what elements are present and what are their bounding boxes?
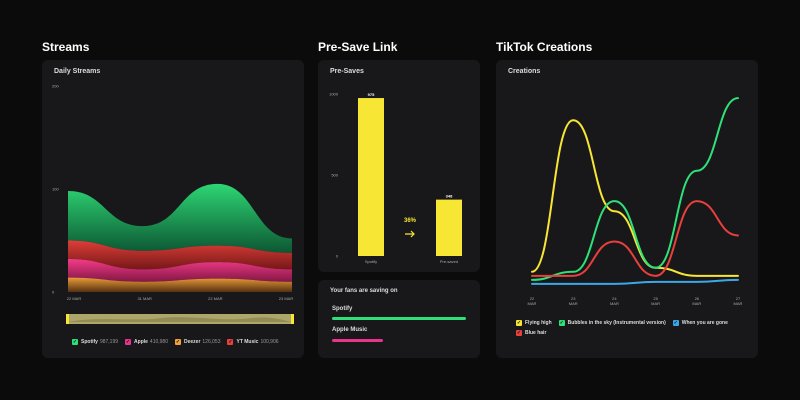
legend-label: Bubbles in the sky (Instrumental version… [567,320,666,326]
line-blue-hair [531,200,739,277]
x-tick-label: 23 [571,296,576,301]
checkbox-icon[interactable]: ✓ [175,339,181,345]
x-tick-label: MAR [528,301,537,306]
legend-item-when-you-are-gone[interactable]: ✓ When you are gone [672,320,728,326]
checkbox-icon[interactable]: ✓ [516,330,522,336]
pre-saves-title: Pre-Saves [330,68,364,75]
y-tick-label: 0 [336,254,339,259]
legend-label: Apple [134,339,148,345]
x-tick-label: 23 MAR [279,296,294,301]
legend-label: Spotify [81,339,98,345]
checkbox-icon[interactable]: ✓ [672,320,679,326]
checkbox-icon[interactable]: ✓ [125,339,132,345]
range-handle-right[interactable] [291,314,294,324]
y-tick-label: 100 [52,187,59,192]
legend-item-deezer[interactable]: ✓ Deezer 126,053 [175,339,220,345]
pre-saves-panel: Pre-Saves 1000 500 0 975 Spotify 348 Pre-saved… [318,60,480,272]
daily-streams-panel: Daily Streams 200 100 0 22 MAR 31 MAR 22 MAR 2… [42,60,304,358]
legend-value: 126,053 [202,339,221,345]
scrollbar-preview [68,317,292,322]
bar-spotify [358,98,384,256]
creations-title: Creations [508,68,541,75]
daily-streams-legend: ✓ Spotify 987,199 ✓ Apple 410,980 ✓ Deezer 126,0… [72,339,304,349]
x-tick-label: 31 MAR [137,296,152,301]
creations-panel: Creations 22 MAR 23 MAR 24 MAR 25 MAR 26 MAR 27 MAR… [496,60,758,358]
checkbox-icon[interactable]: ✓ [227,339,234,345]
streams-section-title: Streams [42,40,90,54]
x-tick-label: MAR [651,301,660,306]
x-tick-label: 25 [653,296,658,301]
legend-label: Flying high [525,320,552,326]
x-tick-label: MAR [569,301,578,306]
bar-category-label: Spotify [365,259,377,264]
legend-item-blue-hair[interactable]: ✓ Blue hair [516,330,546,336]
creations-legend: ✓ Flying high ✓ Bubbles in the sky (Instrum… [516,320,748,340]
legend-label: YT Music [236,339,259,345]
saving-spotify-bar [332,317,466,320]
legend-value: 987,199 [99,339,119,345]
checkbox-icon[interactable]: ✓ [72,339,78,345]
x-tick-label: 22 [530,296,535,301]
legend-item-flying-high[interactable]: ✓ Flying high [516,320,552,326]
saving-on-title: Your fans are saving on [330,288,398,294]
legend-item-yt-music[interactable]: ✓ YT Music 100,906 [227,339,279,345]
presave-section-title: Pre-Save Link [318,40,398,54]
conversion-label: 36% [404,218,417,224]
legend-value: 410,980 [149,339,168,345]
daily-streams-chart: 200 100 0 22 MAR 31 MAR 22 MAR 23 MAR [52,84,294,324]
legend-value: 100,906 [260,339,279,345]
saving-apple-bar [332,339,383,342]
x-tick-label: MAR [610,301,619,306]
y-tick-label: 0 [52,290,55,295]
line-bubbles-in-the-sky-instrumental-version [531,97,739,281]
legend-label: Deezer [184,339,201,345]
saving-apple-label: Apple Music [332,327,368,333]
saving-spotify-label: Spotify [332,306,353,312]
bar-pre-saved [436,199,462,256]
area-spotify [68,183,292,253]
legend-item-bubbles-in-the-sky-instrumental-version[interactable]: ✓ Bubbles in the sky (Instrumental versio… [558,320,666,326]
x-tick-label: MAR [692,301,701,306]
y-tick-label: 500 [331,173,338,178]
arrow-right-icon [405,230,415,238]
tiktok-section-title: TikTok Creations [496,40,593,54]
area-apple [68,259,292,282]
line-when-you-are-gone [531,278,739,285]
x-tick-label: 26 [695,296,700,301]
area-yt-music [68,240,292,270]
legend-label: Blue hair [525,330,547,336]
pre-saves-chart: 1000 500 0 975 Spotify 348 Pre-saved 36% [329,92,462,264]
legend-item-spotify[interactable]: ✓ Spotify 987,199 [72,339,118,345]
line-flying-high [531,119,739,277]
y-tick-label: 1000 [329,92,339,97]
x-tick-label: 22 MAR [208,296,223,301]
x-tick-label: MAR [734,301,743,306]
bar-category-label: Pre-saved [440,259,458,264]
daily-streams-title: Daily Streams [54,68,101,75]
x-tick-label: 27 [736,296,741,301]
legend-label: When you are gone [681,320,728,326]
checkbox-icon[interactable]: ✓ [516,320,522,326]
x-tick-label: 24 [612,296,617,301]
checkbox-icon[interactable]: ✓ [558,320,565,326]
saving-on-panel: Your fans are saving on Spotify Apple Mu… [318,280,480,358]
y-tick-label: 200 [52,84,59,89]
x-tick-label: 22 MAR [67,296,82,301]
area-deezer [68,277,292,292]
range-handle-left[interactable] [66,314,69,324]
bar-value-label: 975 [368,92,375,97]
legend-item-apple[interactable]: ✓ Apple 410,980 [125,339,168,345]
bar-value-label: 348 [446,194,453,199]
